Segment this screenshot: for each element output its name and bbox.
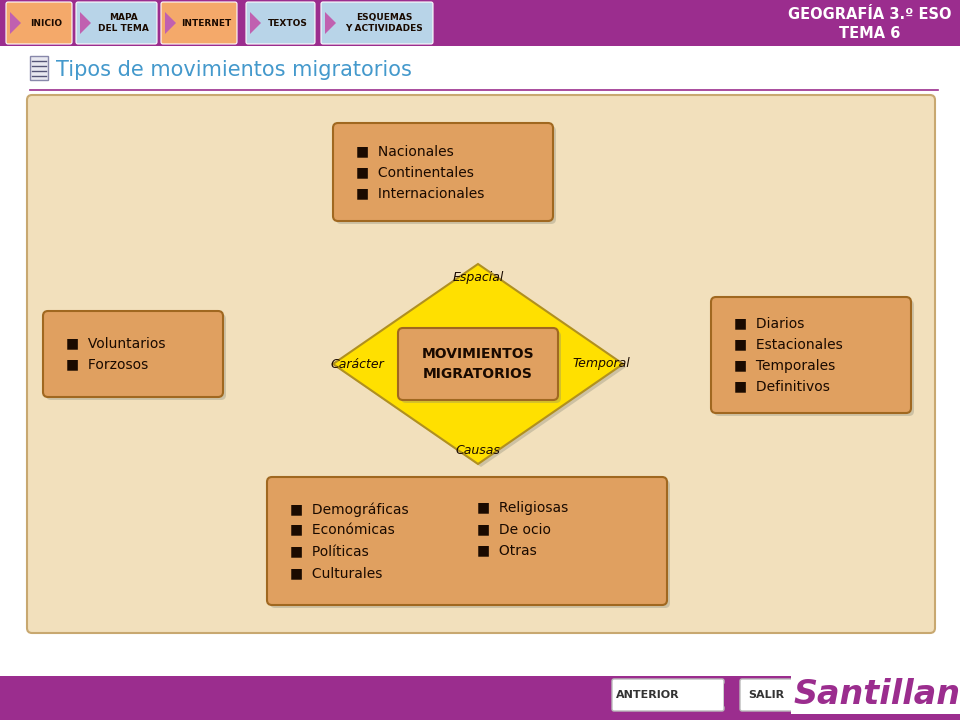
Text: ■  Demográficas
■  Económicas
■  Políticas
■  Culturales: ■ Demográficas ■ Económicas ■ Políticas … <box>290 502 409 580</box>
FancyBboxPatch shape <box>76 2 157 44</box>
Text: INICIO: INICIO <box>30 19 62 27</box>
Polygon shape <box>724 683 734 707</box>
FancyBboxPatch shape <box>711 297 911 413</box>
Polygon shape <box>165 12 176 34</box>
FancyBboxPatch shape <box>6 2 72 44</box>
Text: ■  Diarios
■  Estacionales
■  Temporales
■  Definitivos: ■ Diarios ■ Estacionales ■ Temporales ■ … <box>734 316 843 394</box>
Text: GEOGRAFÍA 3.º ESO
TEMA 6: GEOGRAFÍA 3.º ESO TEMA 6 <box>788 7 951 41</box>
Polygon shape <box>325 12 336 34</box>
Text: Tipos de movimientos migratorios: Tipos de movimientos migratorios <box>56 60 412 80</box>
Text: INTERNET: INTERNET <box>180 19 231 27</box>
Polygon shape <box>812 683 822 707</box>
Text: Espacial: Espacial <box>452 271 504 284</box>
Text: Causas: Causas <box>456 444 500 456</box>
Text: MAPA
DEL TEMA: MAPA DEL TEMA <box>98 13 149 32</box>
FancyBboxPatch shape <box>43 311 223 397</box>
Text: MOVIMIENTOS
MIGRATORIOS: MOVIMIENTOS MIGRATORIOS <box>421 347 535 381</box>
FancyBboxPatch shape <box>161 2 237 44</box>
FancyBboxPatch shape <box>714 300 914 416</box>
Text: Carácter: Carácter <box>330 358 384 371</box>
Text: SALIR: SALIR <box>748 690 784 700</box>
FancyBboxPatch shape <box>336 126 556 224</box>
Text: Temporal: Temporal <box>572 358 630 371</box>
Polygon shape <box>336 267 626 467</box>
FancyBboxPatch shape <box>401 331 561 403</box>
Text: TEXTOS: TEXTOS <box>268 19 307 27</box>
FancyBboxPatch shape <box>398 328 558 400</box>
Text: ANTERIOR: ANTERIOR <box>616 690 680 700</box>
FancyBboxPatch shape <box>246 2 315 44</box>
FancyBboxPatch shape <box>0 0 960 46</box>
FancyBboxPatch shape <box>612 679 724 711</box>
FancyBboxPatch shape <box>267 477 667 605</box>
FancyBboxPatch shape <box>30 56 48 80</box>
FancyBboxPatch shape <box>321 2 433 44</box>
Text: ■  Voluntarios
■  Forzosos: ■ Voluntarios ■ Forzosos <box>66 336 165 372</box>
Text: ■  Religiosas
■  De ocio
■  Otras: ■ Religiosas ■ De ocio ■ Otras <box>477 501 568 557</box>
Polygon shape <box>250 12 261 34</box>
FancyBboxPatch shape <box>27 95 935 633</box>
FancyBboxPatch shape <box>46 314 226 400</box>
Text: ■  Nacionales
■  Continentales
■  Internacionales: ■ Nacionales ■ Continentales ■ Internaci… <box>356 144 485 200</box>
Text: Santillana: Santillana <box>793 678 960 711</box>
FancyBboxPatch shape <box>0 676 960 720</box>
FancyBboxPatch shape <box>333 123 553 221</box>
Text: ESQUEMAS
Y ACTIVIDADES: ESQUEMAS Y ACTIVIDADES <box>346 13 422 32</box>
Polygon shape <box>10 12 21 34</box>
FancyBboxPatch shape <box>740 679 816 711</box>
Polygon shape <box>80 12 91 34</box>
Polygon shape <box>333 264 623 464</box>
FancyBboxPatch shape <box>270 480 670 608</box>
